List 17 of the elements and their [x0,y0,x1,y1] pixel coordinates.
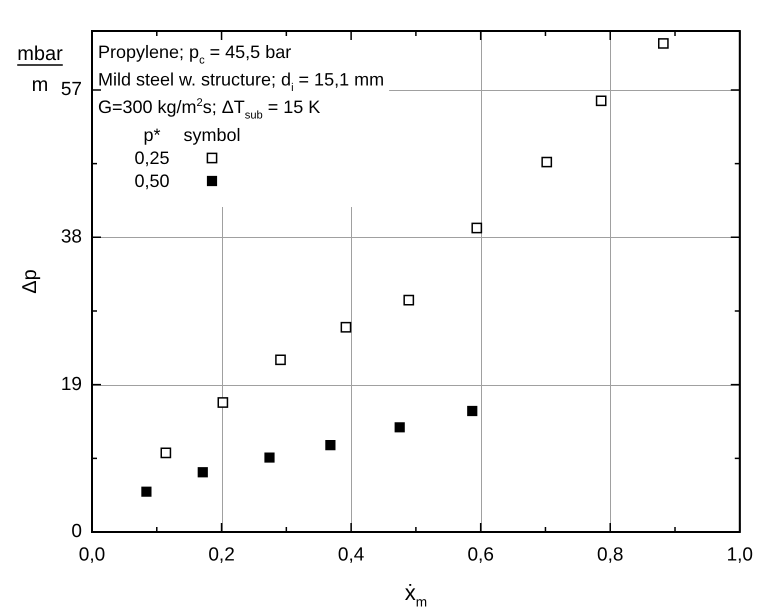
legend-label: 0,50 [134,171,170,191]
y-tick-label: 19 [60,374,82,395]
y-axis-title: Δp [19,269,41,294]
x-tick-label: 0,8 [597,544,624,566]
y-tick-label: 38 [60,226,82,248]
x-tick-label: 0,4 [338,544,365,566]
x-tick-label: 0,2 [208,544,235,566]
text: m [32,74,48,96]
y-tick-label: 0 [71,521,82,542]
annotation: symbol [183,125,241,145]
legend-label: 0,25 [134,148,170,168]
x-tick-label: 0,6 [467,544,494,566]
x-tick-label: 0,0 [78,544,106,566]
legend-title: p* [143,125,161,145]
y-tick-label: 57 [60,79,82,100]
x-tick-label: 1,0 [726,544,754,566]
text: mbar [17,43,64,65]
